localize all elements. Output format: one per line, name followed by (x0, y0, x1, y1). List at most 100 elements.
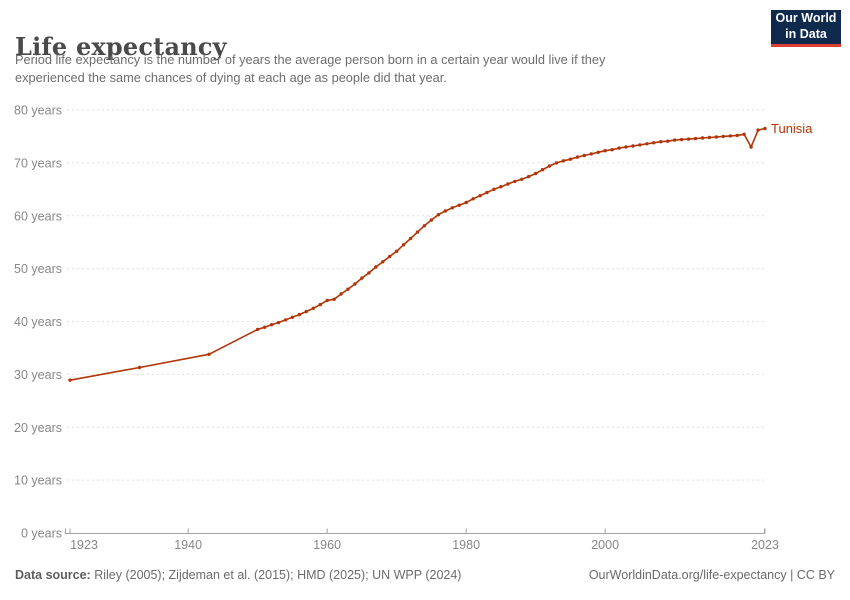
data-point[interactable] (763, 126, 767, 131)
data-point[interactable] (436, 213, 441, 217)
data-point[interactable] (443, 209, 447, 213)
data-point[interactable] (262, 325, 267, 329)
tunisia-line[interactable] (69, 127, 766, 381)
x-axis-tick-label: 1940 (174, 538, 202, 552)
data-point[interactable] (527, 174, 531, 179)
data-point[interactable] (339, 292, 343, 296)
data-point[interactable] (520, 177, 524, 181)
data-source-label: Data source: (15, 568, 91, 582)
data-point[interactable] (325, 298, 329, 303)
data-point[interactable] (276, 320, 281, 325)
data-point[interactable] (422, 224, 427, 228)
data-point[interactable] (457, 203, 461, 207)
data-point[interactable] (311, 306, 315, 310)
data-point[interactable] (728, 134, 732, 138)
owid-logo[interactable]: Our World in Data (771, 10, 841, 47)
data-point[interactable] (659, 140, 663, 144)
data-point[interactable] (672, 138, 677, 142)
data-point[interactable] (471, 197, 475, 201)
data-point[interactable] (388, 254, 392, 259)
data-point[interactable] (381, 260, 385, 264)
data-point[interactable] (756, 128, 760, 132)
data-point[interactable] (374, 265, 378, 269)
data-point[interactable] (645, 142, 649, 146)
data-point[interactable] (415, 230, 420, 234)
data-point[interactable] (534, 171, 538, 176)
data-point[interactable] (478, 194, 482, 198)
data-point[interactable] (269, 323, 274, 327)
x-axis-tick-label: 2000 (591, 538, 619, 552)
data-point[interactable] (554, 161, 559, 165)
data-point[interactable] (297, 312, 302, 317)
data-point[interactable] (540, 168, 545, 172)
data-source-note: Data source: Riley (2005); Zijdeman et a… (15, 568, 461, 582)
data-point[interactable] (408, 236, 413, 241)
data-point[interactable] (304, 309, 308, 314)
data-point[interactable] (638, 143, 642, 147)
data-point[interactable] (485, 190, 489, 195)
page-title: Life expectancy (15, 32, 227, 62)
data-point[interactable] (617, 146, 621, 150)
y-axis-tick-label: 60 years (14, 209, 62, 223)
data-point[interactable] (68, 378, 72, 382)
data-point[interactable] (589, 152, 593, 156)
data-point[interactable] (492, 187, 496, 191)
data-point[interactable] (513, 179, 517, 184)
data-point[interactable] (631, 144, 635, 148)
data-point[interactable] (429, 218, 434, 222)
data-point[interactable] (610, 148, 614, 152)
data-point[interactable] (353, 282, 357, 286)
data-source-text: Riley (2005); Zijdeman et al. (2015); HM… (90, 568, 462, 582)
data-point[interactable] (707, 135, 712, 140)
data-point[interactable] (290, 315, 295, 319)
data-point[interactable] (735, 133, 739, 138)
owid-logo-line-1: Our World (775, 11, 837, 26)
chart-subtitle: Period life expectancy is the number of … (15, 51, 605, 87)
data-point[interactable] (346, 287, 350, 291)
data-point[interactable] (207, 352, 211, 356)
y-axis-tick-label: 50 years (14, 262, 62, 276)
data-point[interactable] (401, 243, 406, 247)
data-point[interactable] (450, 206, 454, 210)
data-point[interactable] (742, 132, 746, 136)
x-axis-tick-label: 2023 (751, 538, 779, 552)
data-point[interactable] (693, 136, 698, 141)
data-point[interactable] (360, 276, 364, 280)
data-point[interactable] (367, 271, 371, 275)
data-point[interactable] (721, 134, 725, 139)
data-point[interactable] (582, 153, 586, 158)
y-axis-tick-label: 40 years (14, 315, 62, 329)
data-point[interactable] (283, 318, 288, 322)
data-point[interactable] (464, 200, 468, 205)
data-point[interactable] (652, 141, 656, 145)
data-point[interactable] (499, 185, 503, 189)
data-point[interactable] (575, 155, 580, 159)
data-point[interactable] (255, 327, 260, 332)
data-point[interactable] (547, 164, 552, 168)
data-point[interactable] (137, 365, 142, 370)
data-point[interactable] (624, 145, 628, 149)
data-point[interactable] (318, 302, 322, 307)
x-axis-tick-label: 1960 (313, 538, 341, 552)
data-point[interactable] (395, 249, 399, 253)
data-point[interactable] (568, 157, 573, 161)
footer-link[interactable]: OurWorldinData.org/life-expectancy | CC … (588, 568, 835, 582)
data-point[interactable] (561, 159, 566, 163)
data-point[interactable] (596, 150, 600, 154)
y-axis-tick-label: 20 years (14, 421, 62, 435)
data-point[interactable] (714, 135, 719, 139)
data-point[interactable] (749, 145, 753, 149)
data-point[interactable] (506, 182, 510, 186)
data-point[interactable] (603, 149, 607, 153)
chart-subtitle-line-1: Period life expectancy is the number of … (15, 52, 606, 67)
data-point[interactable] (666, 139, 670, 143)
data-point[interactable] (700, 136, 705, 140)
entity-label-tunisia[interactable]: Tunisia (771, 121, 813, 136)
data-point[interactable] (679, 137, 684, 142)
y-axis-tick-label: 70 years (14, 156, 62, 170)
data-point[interactable] (686, 137, 691, 141)
y-axis-tick-label: 10 years (14, 474, 62, 488)
data-point[interactable] (332, 297, 336, 301)
owid-logo-line-2: in Data (785, 27, 827, 41)
